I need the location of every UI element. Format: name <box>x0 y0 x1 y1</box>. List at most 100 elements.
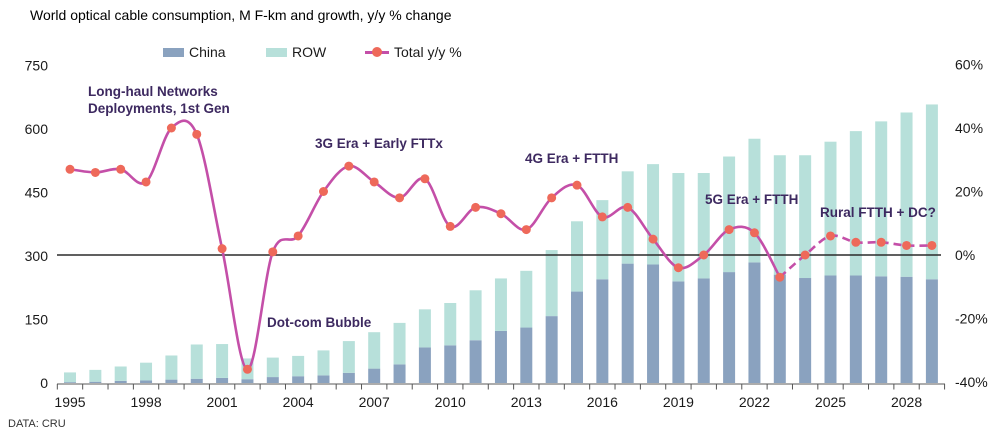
annotation: Rural FTTH + DC? <box>820 205 936 220</box>
bar-china-1998 <box>140 380 153 383</box>
svg-text:1995: 1995 <box>54 394 85 410</box>
bar-row-2020 <box>697 173 710 279</box>
bar-china-2014 <box>545 316 558 383</box>
svg-text:2028: 2028 <box>891 394 922 410</box>
svg-text:0%: 0% <box>955 247 975 263</box>
bar-china-2023 <box>773 274 786 383</box>
bar-row-2008 <box>393 322 406 365</box>
bar-row-2009 <box>418 309 431 348</box>
svg-text:2019: 2019 <box>663 394 694 410</box>
growth-marker-2021 <box>724 225 734 235</box>
growth-marker-2007 <box>369 177 379 187</box>
bar-china-2026 <box>849 275 862 383</box>
growth-marker-2020 <box>699 250 709 260</box>
growth-marker-1997 <box>116 164 126 174</box>
bar-row-2006 <box>342 341 355 373</box>
growth-marker-1995 <box>65 164 75 174</box>
bar-row-1999 <box>165 355 178 380</box>
growth-marker-2022 <box>749 228 759 238</box>
bar-china-2019 <box>672 281 685 383</box>
growth-marker-2000 <box>192 129 202 139</box>
bar-china-2013 <box>520 327 533 383</box>
bar-china-2006 <box>342 372 355 383</box>
bar-row-1995 <box>64 372 76 383</box>
x-axis <box>56 383 946 390</box>
growth-marker-2026 <box>851 237 861 247</box>
svg-text:0: 0 <box>40 375 48 391</box>
bar-china-2004 <box>292 376 305 383</box>
svg-text:40%: 40% <box>955 120 983 136</box>
svg-text:600: 600 <box>25 121 49 137</box>
growth-marker-2029 <box>927 240 937 250</box>
growth-marker-2015 <box>572 180 582 190</box>
bar-china-2005 <box>317 375 330 383</box>
svg-text:2004: 2004 <box>283 394 314 410</box>
legend-item-china: China <box>163 44 226 60</box>
bar-china-2009 <box>418 347 431 383</box>
bar-row-2004 <box>292 355 305 377</box>
bar-china-2001 <box>216 377 229 383</box>
bar-china-2003 <box>266 377 279 383</box>
bar-row-2023 <box>773 155 786 275</box>
bar-china-2028 <box>900 276 913 383</box>
bar-china-2000 <box>190 378 203 383</box>
bar-china-2002 <box>241 379 254 383</box>
svg-text:2016: 2016 <box>587 394 618 410</box>
bar-china-2012 <box>494 330 507 383</box>
bar-row-2021 <box>723 156 736 273</box>
svg-text:20%: 20% <box>955 184 983 200</box>
bar-china-2027 <box>875 276 888 383</box>
svg-text:4G Era + FTTH: 4G Era + FTTH <box>525 151 618 166</box>
bar-row-2018 <box>647 164 660 265</box>
legend-line-marker-icon <box>365 47 389 57</box>
bar-china-2015 <box>571 291 583 383</box>
bar-china-2010 <box>444 345 457 383</box>
svg-text:2001: 2001 <box>207 394 238 410</box>
svg-text:2013: 2013 <box>511 394 542 410</box>
growth-marker-2017 <box>623 202 633 212</box>
annotation: Long-haul Networks Deployments, 1st Gen <box>88 84 230 116</box>
growth-marker-2027 <box>876 237 886 247</box>
bar-china-2007 <box>368 368 381 383</box>
y-axis-left-labels: 0 150 300 450 600 750 <box>25 58 49 392</box>
bar-row-2011 <box>469 290 482 341</box>
bar-row-2028 <box>900 112 913 277</box>
growth-marker-2025 <box>826 231 835 241</box>
data-source: DATA: CRU <box>8 418 66 430</box>
bar-china-2029 <box>925 279 938 383</box>
growth-markers <box>65 123 937 374</box>
svg-text:300: 300 <box>25 248 49 264</box>
x-axis-labels: 1995 1998 2001 2004 2007 2010 2013 2016 2019 2022… <box>54 394 922 410</box>
svg-text:Dot-com Bubble: Dot-com Bubble <box>267 315 372 330</box>
svg-text:Rural FTTH + DC?: Rural FTTH + DC? <box>820 205 936 220</box>
bar-row-1997 <box>114 366 127 381</box>
legend: China ROW Total y/y % <box>0 44 1000 62</box>
annotation: 4G Era + FTTH <box>525 151 618 166</box>
svg-text:-20%: -20% <box>955 311 988 327</box>
growth-marker-1999 <box>166 123 176 133</box>
growth-marker-1998 <box>141 177 151 187</box>
growth-marker-2024 <box>800 250 810 260</box>
bar-china-1996 <box>89 381 102 383</box>
chart-title: World optical cable consumption, M F-km … <box>30 7 452 23</box>
annotation: Dot-com Bubble <box>267 315 372 330</box>
bar-china-2025 <box>824 275 837 383</box>
bar-row-2024 <box>799 155 812 279</box>
legend-label-row: ROW <box>292 44 327 60</box>
legend-item-total: Total y/y % <box>365 44 462 60</box>
bar-china-2011 <box>469 340 482 383</box>
bar-row-2000 <box>190 344 203 379</box>
bar-row-2012 <box>494 278 507 331</box>
svg-text:5G Era + FTTH: 5G Era + FTTH <box>705 192 798 207</box>
svg-text:750: 750 <box>25 58 49 74</box>
bar-china-1995 <box>64 382 76 383</box>
growth-marker-2018 <box>648 234 658 244</box>
growth-marker-2006 <box>344 161 354 171</box>
growth-marker-2019 <box>673 263 683 273</box>
bar-china-2018 <box>647 264 660 383</box>
growth-marker-2023 <box>775 272 785 282</box>
growth-marker-2016 <box>597 212 607 222</box>
bar-row-2001 <box>216 344 229 378</box>
bar-row-2025 <box>824 141 837 276</box>
bar-row-2010 <box>444 302 457 346</box>
